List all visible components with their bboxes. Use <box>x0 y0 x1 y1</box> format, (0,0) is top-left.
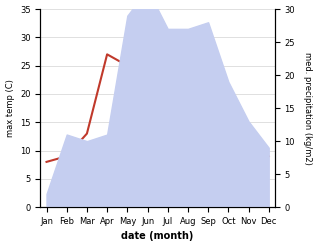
X-axis label: date (month): date (month) <box>121 231 194 242</box>
Y-axis label: med. precipitation (kg/m2): med. precipitation (kg/m2) <box>303 52 313 165</box>
Y-axis label: max temp (C): max temp (C) <box>5 79 15 137</box>
